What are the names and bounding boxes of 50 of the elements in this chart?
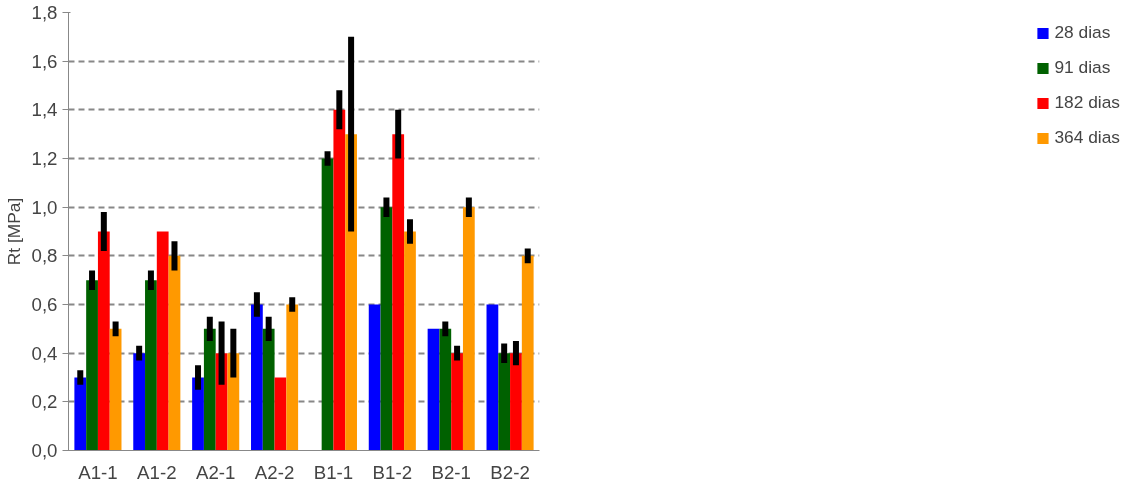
bar [74,377,87,451]
y-tick-label: 0,6 [31,294,58,315]
bar [368,304,381,451]
y-tick-label: 0,8 [31,245,58,267]
legend-label: 364 dias [1054,127,1120,148]
bar [192,377,204,451]
x-tick-label: B2-1 [431,461,471,483]
bar [145,280,157,451]
y-tick-label: 1,8 [31,2,58,23]
bar [521,255,534,451]
y-tick-label: 0,4 [31,342,58,364]
x-tick-label: A1-2 [137,461,177,483]
bar [203,328,216,451]
bar [439,328,452,451]
bar [262,328,275,451]
x-tick-label: A1-1 [78,461,118,483]
x-tick-label: A2-2 [254,461,295,483]
bar [97,231,110,451]
y-tick-label: 0,2 [31,391,58,413]
y-axis-title: Rt [MPa] [3,197,24,266]
x-tick-label: B1-2 [372,461,413,483]
bar [333,109,346,451]
y-tick-label: 1,2 [31,148,58,169]
x-tick-label: B2-2 [490,461,530,483]
legend-label: 182 dias [1054,92,1120,113]
x-tick-label: B1-1 [313,461,354,483]
bar [156,231,169,451]
bar [133,353,146,451]
bar [274,377,287,451]
bar [462,207,475,451]
y-tick-label: 0,0 [31,440,58,461]
bar [427,328,440,451]
bar [321,158,334,451]
x-tick-label: A2-1 [195,461,236,483]
legend-label: 91 dias [1054,57,1111,78]
bar [86,280,98,451]
y-tick-label: 1,4 [31,99,58,121]
bar [286,304,299,451]
bar [498,353,511,451]
y-tick-label: 1,6 [31,50,58,72]
bar [380,207,393,451]
legend-label: 28 dias [1054,22,1111,43]
bar [109,328,122,451]
bar [392,134,405,451]
bar [510,353,522,451]
bar [486,304,499,451]
y-tick-label: 1,0 [31,196,58,218]
bar [451,353,463,451]
bar [404,231,416,451]
bar [251,304,263,451]
